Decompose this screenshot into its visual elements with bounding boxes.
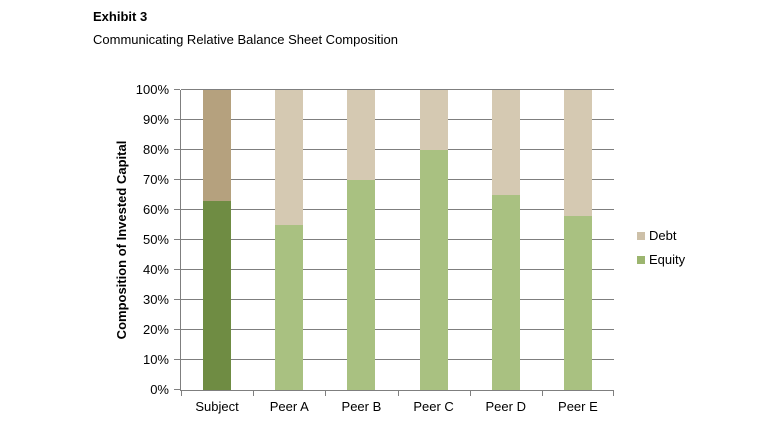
x-tick [542, 391, 543, 396]
exhibit-title: Exhibit 3 [93, 9, 148, 24]
y-tick-label: 30% [142, 292, 169, 307]
bar-debt-peer-e [563, 90, 592, 216]
x-tick [470, 391, 471, 396]
bar-equity-peer-e [563, 216, 592, 390]
legend: Debt Equity [637, 228, 685, 276]
bar-equity-peer-d [491, 195, 520, 390]
gridline [181, 329, 614, 330]
y-tick-label: 10% [142, 352, 169, 367]
y-tick [174, 329, 180, 330]
y-tick-label: 80% [142, 142, 169, 157]
x-category-label: Peer D [485, 399, 526, 414]
x-category-label: Peer B [341, 399, 382, 414]
y-tick-label: 40% [142, 262, 169, 277]
y-axis-title: Composition of Invested Capital [114, 140, 129, 340]
bar-debt-peer-b [347, 90, 376, 180]
y-tick [174, 239, 180, 240]
x-tick [398, 391, 399, 396]
gridline [181, 299, 614, 300]
bar-debt-peer-a [275, 90, 304, 225]
y-tick [174, 209, 180, 210]
legend-item-equity: Equity [637, 252, 685, 268]
bar-equity-peer-a [275, 225, 304, 390]
gridline [181, 119, 614, 120]
gridline [181, 359, 614, 360]
y-tick [174, 389, 180, 390]
bar-equity-subject [203, 201, 232, 390]
gridline [181, 209, 614, 210]
x-category-label: Peer E [558, 399, 598, 414]
x-category-label: Peer C [413, 399, 454, 414]
x-tick [613, 391, 614, 396]
y-tick [174, 179, 180, 180]
bar-debt-peer-c [419, 90, 448, 150]
legend-label-debt: Debt [649, 228, 677, 243]
x-category-label: Subject [195, 399, 239, 414]
bar-equity-peer-b [347, 180, 376, 390]
gridline [181, 149, 614, 150]
bar-debt-subject [203, 90, 232, 201]
y-tick-label: 100% [135, 82, 169, 97]
x-tick [325, 391, 326, 396]
y-tick-label: 70% [142, 172, 169, 187]
bar-debt-peer-d [491, 90, 520, 195]
debt-swatch [637, 232, 645, 240]
exhibit-subtitle: Communicating Relative Balance Sheet Com… [93, 32, 398, 47]
plot-area: 0% 10% 20% 30% 40% 50% 60% 70% 80% 90% 100% Subject… [136, 83, 614, 414]
gridline [181, 239, 614, 240]
y-tick [174, 299, 180, 300]
equity-swatch [637, 256, 645, 264]
y-tick [174, 119, 180, 120]
x-tick [181, 391, 182, 396]
gridline [181, 89, 614, 90]
legend-label-equity: Equity [649, 252, 686, 267]
bar-equity-peer-c [419, 150, 448, 390]
legend-item-debt: Debt [637, 228, 685, 244]
gridline [181, 179, 614, 180]
x-category-label: Peer A [269, 399, 309, 414]
y-tick-label: 0% [150, 382, 169, 397]
y-tick-label: 50% [142, 232, 169, 247]
y-tick [174, 269, 180, 270]
x-tick [253, 391, 254, 396]
y-tick-label: 20% [142, 322, 169, 337]
y-tick [174, 89, 180, 90]
y-tick-label: 60% [142, 202, 169, 217]
y-tick [174, 359, 180, 360]
y-tick-label: 90% [142, 112, 169, 127]
gridline [181, 269, 614, 270]
y-tick [174, 149, 180, 150]
